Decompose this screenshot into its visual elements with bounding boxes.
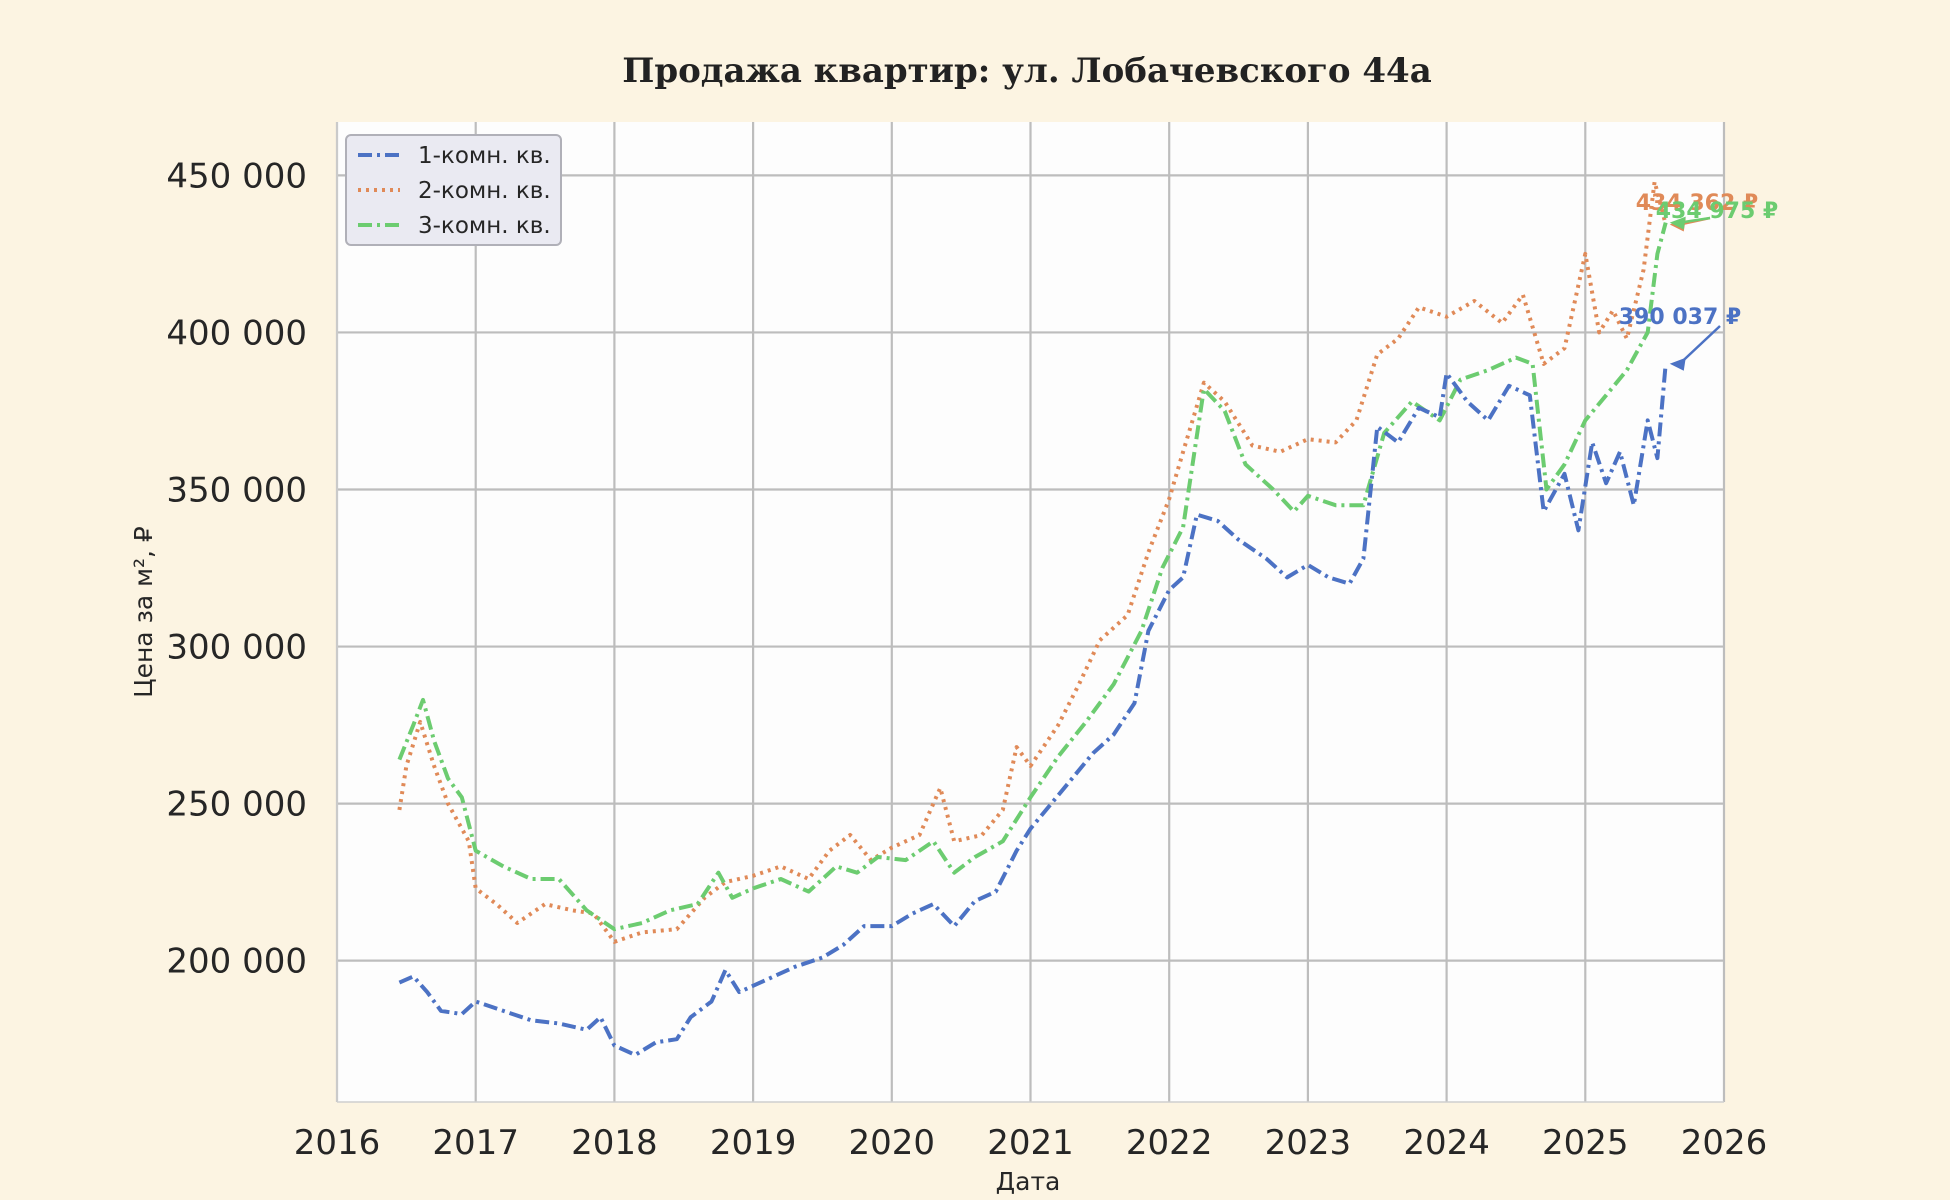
- y-tick-label: 400 000: [166, 313, 307, 353]
- annotation-label: 434 975 ₽: [1656, 199, 1778, 224]
- y-tick-label: 300 000: [166, 628, 307, 668]
- x-axis-label: Дата: [996, 1167, 1061, 1196]
- series-line-2room: [397, 179, 1668, 944]
- x-tick-label: 2019: [710, 1123, 797, 1163]
- series-line-1room: [398, 363, 1668, 1057]
- x-tick-label: 2016: [294, 1123, 381, 1163]
- grid: [335, 122, 1726, 1102]
- y-tick-label: 350 000: [166, 471, 307, 511]
- x-tick-label: 2023: [1265, 1123, 1352, 1163]
- annotation-arrowhead: [1669, 216, 1686, 230]
- chart-title: Продажа квартир: ул. Лобачевского 44а: [622, 51, 1432, 91]
- legend-label: 3-комн. кв.: [418, 213, 551, 239]
- legend-label: 1-комн. кв.: [418, 143, 551, 169]
- legend-entries: 1-комн. кв. 2-комн. кв. 3-комн. кв.: [358, 143, 551, 239]
- annotation-label: 434 362 ₽: [1636, 191, 1758, 216]
- annotation-arrow: [1678, 325, 1721, 365]
- legend-label: 2-комн. кв.: [418, 178, 551, 204]
- legend: 1-комн. кв. 2-комн. кв. 3-комн. кв.: [345, 134, 562, 246]
- x-tick-label: 2020: [849, 1123, 936, 1163]
- y-tick-label: 450 000: [166, 156, 307, 196]
- x-tick-label: 2021: [987, 1123, 1074, 1163]
- y-axis-label: Цена за м², ₽: [129, 526, 158, 698]
- x-tick-label: 2025: [1542, 1123, 1629, 1163]
- series-line-3room: [397, 222, 1668, 932]
- y-tick-label: 250 000: [166, 785, 307, 825]
- annotation-arrowhead: [1669, 357, 1686, 371]
- x-tick-label: 2024: [1403, 1123, 1490, 1163]
- series-lines: [397, 179, 1668, 1057]
- x-tick-label: 2018: [571, 1123, 658, 1163]
- y-tick-label: 200 000: [166, 942, 307, 982]
- annotation-label: 390 037 ₽: [1619, 305, 1741, 330]
- x-tick-label: 2026: [1681, 1123, 1768, 1163]
- legend-box: [345, 134, 562, 246]
- annotations: 434 362 ₽434 975 ₽ 390 037 ₽: [1619, 191, 1778, 371]
- x-tick-label: 2017: [432, 1123, 519, 1163]
- tick-labels: 2016 2017 2018 2019 2020 2021 2022 2023 2024 2025…: [166, 156, 1767, 1163]
- axes: [336, 122, 1724, 1103]
- x-tick-label: 2022: [1126, 1123, 1213, 1163]
